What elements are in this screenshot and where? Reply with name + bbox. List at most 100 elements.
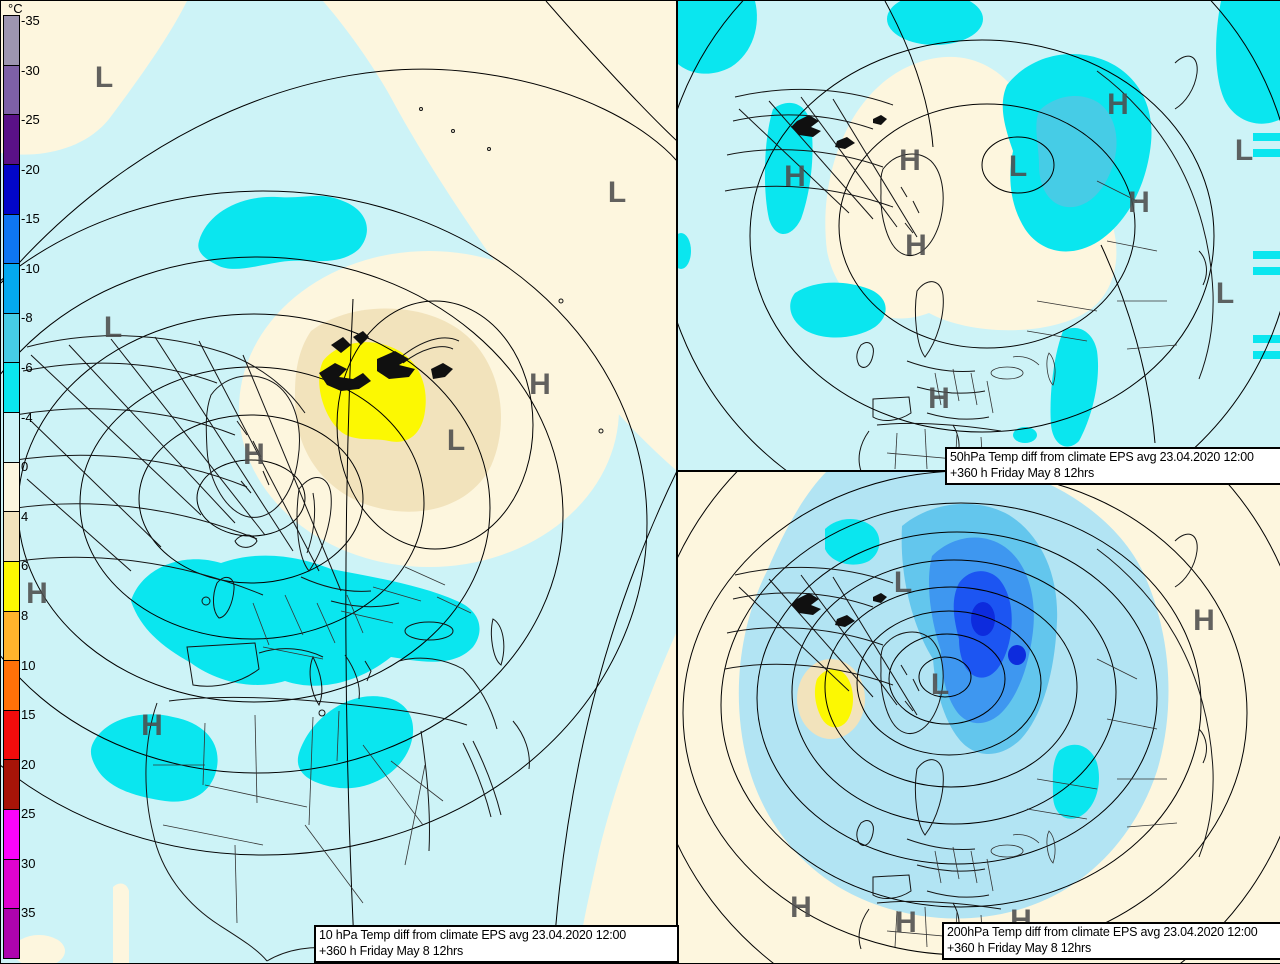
cyan-blob-libya xyxy=(297,696,414,789)
archipelago-clutter xyxy=(319,331,453,391)
colorbar-segment xyxy=(4,362,19,412)
colorbar-segment xyxy=(4,610,19,661)
high-pressure-letter: H xyxy=(243,438,265,471)
colorbar-tick-label: -8 xyxy=(21,310,33,326)
colorbar-segment xyxy=(4,312,19,363)
map-title-line2: +360 h Friday May 8 12hrs xyxy=(319,943,464,958)
low-pressure-letter: L xyxy=(931,668,949,701)
low-pressure-letter: L xyxy=(894,566,912,599)
high-pressure-letter: H xyxy=(905,229,927,262)
colorbar-segment xyxy=(4,908,19,958)
anomaly-regions xyxy=(1,1,677,963)
cream-region-bottomright xyxy=(577,631,677,963)
map-title-line1: 200hPa Temp diff from climate EPS avg 23… xyxy=(947,925,1258,939)
colorbar-tick-label: -10 xyxy=(21,260,40,276)
colorbar-tick-label: 8 xyxy=(21,607,29,623)
colorbar-segment xyxy=(4,213,19,264)
high-pressure-letter: H xyxy=(790,891,812,924)
map-50hpa: H H L H H H L H L xyxy=(677,1,1280,471)
low-pressure-letter: L xyxy=(608,176,626,209)
colorbar-segment xyxy=(4,560,19,611)
low-pressure-letter: L xyxy=(447,424,465,457)
anomaly-regions xyxy=(738,471,1169,919)
colorbar-segment xyxy=(4,263,19,313)
colorbar-segment xyxy=(4,461,19,512)
low-pressure-letter: L xyxy=(104,311,122,344)
colorbar-tick-label: -6 xyxy=(21,360,33,376)
map-title-10hpa: 10 hPa Temp diff from climate EPS avg 23… xyxy=(314,925,679,963)
cream-region-topleft xyxy=(1,1,187,155)
colorbar-tick-label: 30 xyxy=(21,855,36,871)
colorbar-tick-label: -35 xyxy=(21,13,40,28)
colorbar-segment xyxy=(4,858,19,909)
high-pressure-letter: H xyxy=(529,368,551,401)
cyan-blob-corner-ne xyxy=(1216,1,1280,124)
colorbar-tick-label: 6 xyxy=(21,558,29,574)
pressure-letters: H H L H H H L H L xyxy=(784,88,1253,415)
cyan-blob-redsea xyxy=(1050,327,1099,447)
map-title-line1: 10 hPa Temp diff from climate EPS avg 23… xyxy=(319,928,626,942)
low-pressure-letter: L xyxy=(1235,134,1253,167)
colorbar-tick-label: -25 xyxy=(21,112,40,128)
map-title-line2: +360 h Friday May 8 12hrs xyxy=(947,940,1092,955)
low-pressure-letter: L xyxy=(1009,150,1027,183)
high-pressure-letter: H xyxy=(141,709,163,742)
colorbar-tick-label: 35 xyxy=(21,905,36,921)
high-pressure-letter: H xyxy=(26,577,48,610)
cyan-blob-siberia-core xyxy=(1036,96,1117,208)
contour-lines xyxy=(677,1,1280,471)
colorbar-tick-label: -30 xyxy=(21,62,40,78)
cyan-blob-arctic xyxy=(198,195,367,269)
yellow-spot-greenland xyxy=(814,668,853,728)
colorbar-segment xyxy=(4,114,19,164)
cyan-blob-alaska xyxy=(764,102,813,234)
colorbar-segment xyxy=(4,709,19,760)
cyan-lump-top xyxy=(825,518,880,565)
map-panel-10hpa: L L L H L H H H xyxy=(1,1,677,963)
blue-core-darkest2 xyxy=(1008,645,1026,665)
map-title-line1: 50hPa Temp diff from climate EPS avg 23.… xyxy=(950,450,1254,464)
colorbar-tick-label: 15 xyxy=(21,707,36,723)
colorbar-segment xyxy=(4,64,19,115)
colorbar-segment xyxy=(4,16,19,65)
high-pressure-letter: H xyxy=(1128,186,1150,219)
cyan-blob-corner-nw xyxy=(677,1,757,74)
high-pressure-letter: H xyxy=(1107,88,1129,121)
panel-divider-vertical xyxy=(676,1,678,963)
colorbar-tick-label: 0 xyxy=(21,459,29,475)
colorbar-tick-label: 25 xyxy=(21,806,36,822)
map-title-line2: +360 h Friday May 8 12hrs xyxy=(950,465,1095,480)
high-pressure-letter: H xyxy=(895,906,917,939)
colorbar-segment xyxy=(4,511,19,561)
high-pressure-letter: H xyxy=(928,382,950,415)
low-pressure-letter: L xyxy=(95,61,113,94)
colorbar-segment xyxy=(4,809,19,859)
high-pressure-letter: H xyxy=(1193,604,1215,637)
colorbar-segment xyxy=(4,163,19,214)
colorbar-segment xyxy=(4,412,19,462)
colorbar-tick-label: -4 xyxy=(21,409,33,425)
colorbar-unit-label: °C xyxy=(8,1,23,16)
map-10hpa: L L L H L H H H xyxy=(1,1,677,963)
cyan-lump-caspian xyxy=(1052,744,1099,819)
map-title-50hpa: 50hPa Temp diff from climate EPS avg 23.… xyxy=(945,447,1280,485)
coastlines xyxy=(8,107,604,962)
map-panel-50hpa: H H L H H H L H L xyxy=(677,1,1280,471)
colorbar-segments xyxy=(3,15,20,959)
colorbar-tick-label: 4 xyxy=(21,508,29,524)
cyan-blob-top xyxy=(887,1,983,45)
high-pressure-letter: H xyxy=(899,144,921,177)
cyan-blob-europe xyxy=(131,555,480,686)
country-borders xyxy=(153,566,472,924)
colorbar-tick-label: -20 xyxy=(21,161,40,177)
colorbar-segment xyxy=(4,759,19,809)
colorbar-tick-label: -15 xyxy=(21,211,40,227)
high-pressure-letter: H xyxy=(784,160,806,193)
cyan-blob-atlantic xyxy=(790,282,886,338)
colorbar-segment xyxy=(4,660,19,710)
cream-patch-bottomleft xyxy=(13,935,65,963)
